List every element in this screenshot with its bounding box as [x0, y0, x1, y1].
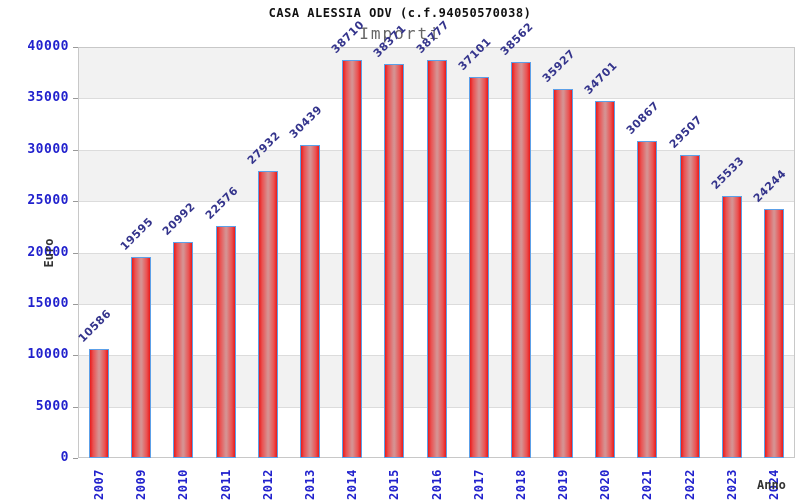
bar-2007 [89, 349, 110, 458]
y-tick-label: 30000 [27, 141, 69, 157]
bar-2009 [131, 256, 152, 458]
bar-2023 [721, 195, 742, 458]
bar-2014 [342, 60, 363, 458]
y-tick-label: 20000 [27, 244, 69, 260]
bar-2021 [637, 140, 658, 458]
x-tick-label: 2018 [513, 469, 528, 500]
y-tick-mark [73, 201, 78, 203]
bar-2012 [257, 170, 278, 458]
y-tick-mark [73, 406, 78, 408]
x-tick-label: 2015 [387, 469, 402, 500]
bar-2013 [299, 145, 320, 458]
y-tick-mark [73, 355, 78, 357]
chart-subtitle: Importi [359, 24, 441, 43]
y-tick-label: 10000 [27, 347, 69, 363]
y-tick-label: 40000 [27, 39, 69, 54]
x-tick-label: 2022 [682, 469, 697, 500]
x-tick-label: 2023 [724, 469, 739, 500]
x-tick-label: 2007 [92, 469, 107, 500]
x-tick-label: 2009 [134, 469, 149, 500]
x-tick-label: 2019 [556, 469, 571, 500]
y-tick-label: 25000 [27, 193, 69, 209]
y-tick-mark [73, 303, 78, 305]
y-tick-label: 35000 [27, 90, 69, 106]
y-tick-label: 0 [60, 450, 69, 465]
y-tick-mark [73, 149, 78, 151]
bar-2015 [384, 63, 405, 458]
y-tick-mark [73, 98, 78, 100]
y-tick-mark [73, 458, 78, 459]
x-axis-title: Anno [757, 478, 786, 492]
bar-2019 [553, 88, 574, 458]
y-tick-label: 5000 [35, 398, 69, 414]
bar-2016 [426, 59, 447, 458]
x-tick-label: 2020 [598, 469, 613, 500]
y-tick-mark [73, 47, 78, 48]
x-tick-label: 2011 [218, 469, 233, 500]
x-tick-label: 2021 [640, 469, 655, 500]
x-tick-label: 2010 [176, 469, 191, 500]
bar-2020 [595, 101, 616, 458]
chart-title: CASA ALESSIA ODV (c.f.94050570038) [268, 6, 532, 20]
bar-2010 [173, 242, 194, 458]
y-tick-mark [73, 252, 78, 254]
bar-2022 [679, 154, 700, 458]
y-tick-label: 15000 [27, 295, 69, 311]
bar-2018 [510, 61, 531, 458]
bar-2024 [763, 208, 784, 458]
y-axis-title: Euro [42, 238, 56, 268]
x-tick-label: 2016 [429, 469, 444, 500]
x-tick-label: 2017 [471, 469, 486, 500]
x-tick-label: 2012 [260, 469, 275, 500]
x-tick-label: 2014 [345, 469, 360, 500]
bar-2011 [215, 226, 236, 458]
x-tick-label: 2013 [302, 469, 317, 500]
bar-2017 [468, 76, 489, 458]
